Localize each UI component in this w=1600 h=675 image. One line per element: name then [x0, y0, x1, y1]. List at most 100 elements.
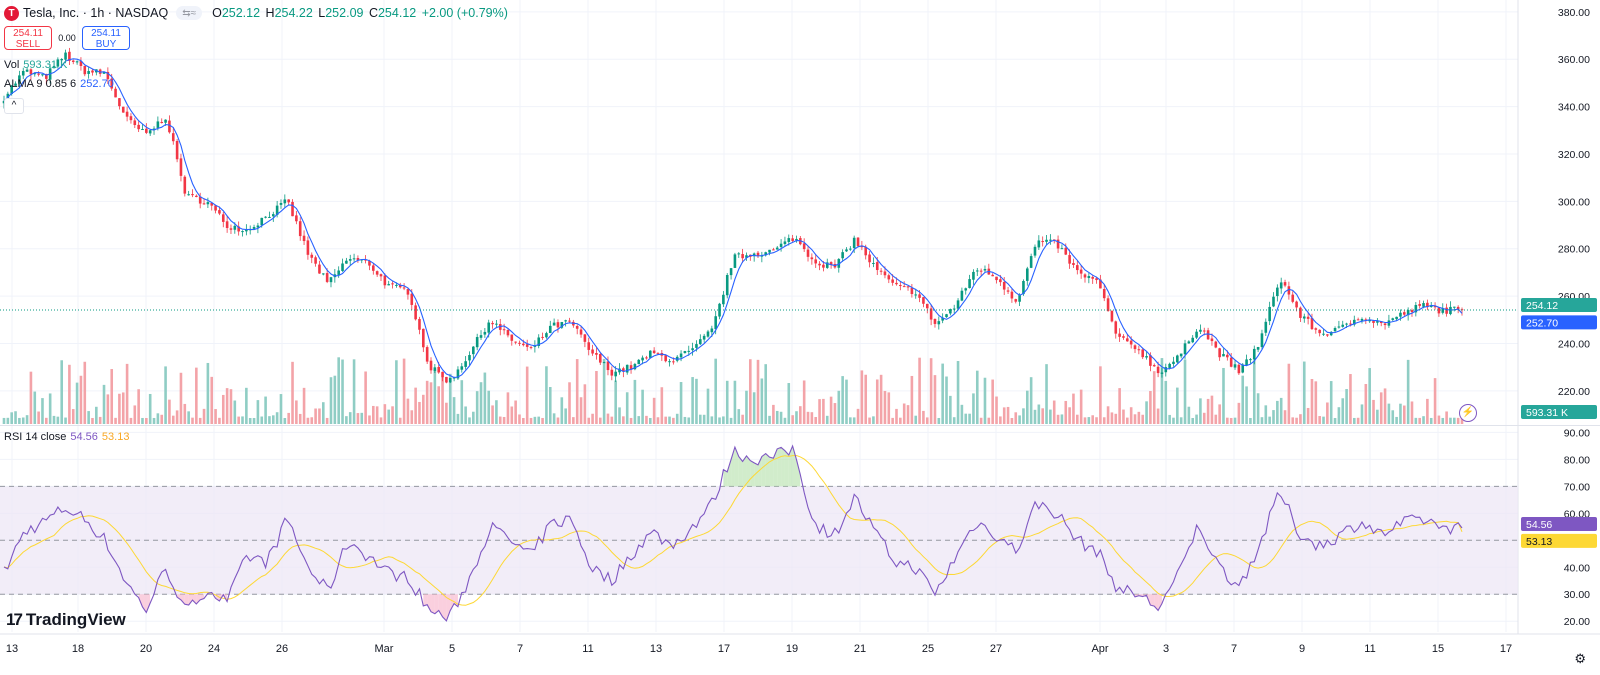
symbol-title[interactable]: Tesla, Inc. · 1h · NASDAQ	[23, 6, 169, 20]
candle-body	[352, 258, 356, 260]
volume-bar	[2, 417, 6, 424]
alma-line	[3, 58, 1463, 379]
volume-bar	[79, 375, 83, 424]
candle-body	[575, 326, 579, 329]
candle-body	[314, 257, 317, 264]
sell-button[interactable]: 254.11 SELL	[4, 26, 52, 50]
rsi-oversold-area	[196, 594, 201, 605]
volume-bar	[1091, 415, 1094, 424]
volume-bar	[1187, 406, 1191, 424]
volume-bar	[1160, 358, 1164, 424]
rsi-overbought-fill	[138, 445, 1162, 621]
volume-bar	[595, 371, 598, 424]
rsi-oversold-area	[1150, 594, 1155, 607]
volume-bar	[714, 358, 717, 424]
candle-body	[237, 226, 240, 232]
candle-body	[456, 369, 460, 379]
candle-body	[633, 363, 637, 370]
candle-body	[725, 274, 729, 296]
rsi-value-tag: 54.56	[1521, 516, 1597, 531]
volume-bar	[548, 387, 552, 424]
candle-body	[60, 59, 64, 61]
candle-body	[1068, 255, 1071, 264]
volume-bar	[864, 374, 868, 424]
volume-bar	[495, 400, 498, 424]
low-value: 252.09	[325, 6, 364, 20]
candle-body	[825, 262, 829, 268]
candle-body	[1106, 298, 1110, 312]
candle-body	[71, 60, 75, 62]
candle-body	[1156, 366, 1160, 374]
volume-bar	[575, 359, 579, 424]
candle-body	[999, 279, 1002, 283]
candle-body	[1064, 247, 1068, 255]
volume-bar	[137, 389, 140, 424]
volume-bar	[860, 370, 864, 424]
volume-legend[interactable]: Vol 593.31 K	[4, 59, 68, 71]
candle-body	[1164, 367, 1168, 373]
candle-body	[541, 336, 544, 338]
volume-bar	[598, 417, 602, 424]
gear-icon[interactable]: ⚙	[1574, 651, 1586, 666]
volume-bar	[899, 417, 902, 424]
volume-bar	[1249, 417, 1252, 424]
volume-bar	[979, 417, 983, 424]
candle-body	[952, 308, 956, 310]
candle-body	[1276, 287, 1279, 297]
price-axis[interactable]: 380.00360.00340.00320.00300.00280.00260.…	[1558, 7, 1590, 398]
volume-bar	[1102, 417, 1106, 424]
time-tick-label: 24	[208, 643, 220, 655]
volume-bar	[802, 380, 806, 424]
volume-bar	[760, 378, 764, 424]
volume-bar	[1272, 410, 1275, 424]
candle-body	[775, 247, 779, 250]
volume-bar	[833, 403, 837, 424]
volume-bar	[210, 376, 214, 424]
alma-legend[interactable]: ALMA 9 0.85 6 252.70	[4, 78, 114, 90]
candle-body	[1210, 338, 1214, 342]
candle-body	[1368, 320, 1371, 322]
candle-body	[1160, 372, 1164, 374]
volume-bar	[741, 414, 744, 424]
rsi-overbought-area	[777, 447, 782, 487]
volume-bar	[529, 417, 533, 424]
tradingview-logo[interactable]: 17 TradingView	[6, 610, 126, 629]
volume-bar	[1191, 417, 1195, 424]
volume-bar	[1326, 402, 1329, 424]
compare-icon[interactable]: ⇆ ≈	[176, 6, 203, 20]
volume-bar	[949, 395, 952, 424]
candle-body	[760, 255, 764, 257]
candle-body	[741, 254, 744, 259]
rsi-oversold-area	[146, 594, 151, 613]
volume-bar	[14, 411, 17, 424]
time-axis[interactable]: 13 18 20 24 26 Mar 5 7 11 13 17 19 21 25 27 Apr 3 7 9 11 15 1…	[6, 643, 1512, 655]
collapse-legend-icon[interactable]: ^	[4, 98, 24, 114]
candle-body	[479, 335, 483, 338]
volume-bar	[29, 371, 33, 424]
volume-bar	[341, 359, 344, 424]
candle-body	[1379, 321, 1383, 324]
candle-body	[464, 361, 467, 367]
volume-bar	[1060, 414, 1064, 424]
candle-body	[1283, 282, 1287, 286]
candle-body	[191, 194, 194, 196]
volume-bar	[1214, 414, 1218, 424]
bolt-icon[interactable]: ⚡	[1459, 404, 1477, 422]
candle-body	[791, 238, 794, 241]
volume-bar	[52, 415, 56, 424]
candle-body	[321, 273, 325, 275]
volume-bar	[706, 388, 710, 424]
volume-bar	[1283, 410, 1287, 424]
candle-body	[218, 210, 221, 214]
candle-body	[1095, 278, 1098, 281]
candle-body	[648, 350, 652, 358]
rsi-legend[interactable]: RSI 14 close 54.56 53.13	[4, 431, 130, 443]
candle-body	[514, 341, 517, 343]
volume-bar	[325, 417, 329, 424]
volume-bar	[110, 369, 114, 424]
volume-bar	[1268, 416, 1271, 424]
volume-bar	[1025, 390, 1029, 424]
candle-body	[1045, 239, 1048, 242]
buy-button[interactable]: 254.11 BUY	[82, 26, 130, 50]
